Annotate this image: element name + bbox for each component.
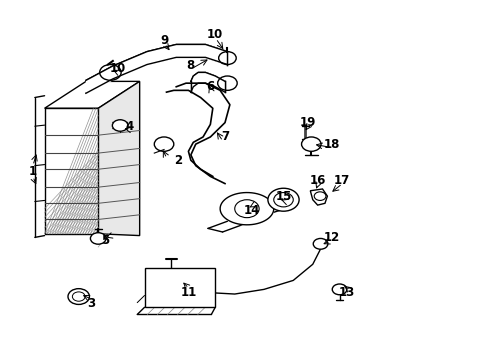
Circle shape <box>234 200 259 218</box>
Text: 4: 4 <box>125 120 134 133</box>
Text: 6: 6 <box>206 80 214 93</box>
Text: 9: 9 <box>160 33 168 47</box>
Text: 8: 8 <box>186 59 195 72</box>
Circle shape <box>301 137 321 151</box>
Text: 18: 18 <box>324 138 340 150</box>
Text: 7: 7 <box>221 130 228 144</box>
Text: 14: 14 <box>243 204 260 217</box>
Text: 10: 10 <box>109 62 125 75</box>
Text: 17: 17 <box>333 174 349 186</box>
Polygon shape <box>220 193 273 225</box>
Circle shape <box>331 284 346 295</box>
Text: 5: 5 <box>101 234 109 247</box>
Polygon shape <box>44 81 140 108</box>
Circle shape <box>267 188 299 211</box>
Polygon shape <box>310 189 327 205</box>
Circle shape <box>313 238 327 249</box>
Text: 15: 15 <box>275 190 291 203</box>
Circle shape <box>112 120 128 131</box>
Text: 10: 10 <box>207 28 223 41</box>
Circle shape <box>68 289 89 305</box>
Text: 19: 19 <box>299 116 315 129</box>
Polygon shape <box>44 108 98 234</box>
Text: 3: 3 <box>87 297 95 310</box>
Circle shape <box>90 233 106 244</box>
Text: 12: 12 <box>324 231 340 244</box>
Text: 11: 11 <box>180 287 196 300</box>
Text: 1: 1 <box>28 165 37 177</box>
Bar <box>144 268 215 307</box>
Polygon shape <box>98 81 140 235</box>
Text: 13: 13 <box>338 287 354 300</box>
Text: 2: 2 <box>174 154 183 167</box>
Text: 16: 16 <box>309 174 325 186</box>
